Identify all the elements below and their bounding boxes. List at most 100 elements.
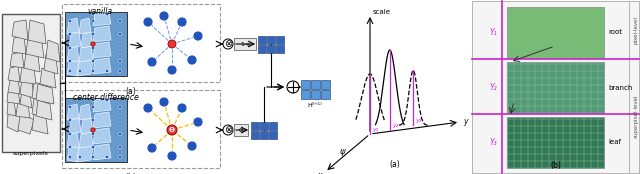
Text: 1-α: 1-α — [240, 42, 250, 46]
Polygon shape — [24, 52, 40, 72]
Polygon shape — [7, 100, 16, 116]
Circle shape — [193, 117, 203, 127]
Circle shape — [118, 145, 122, 148]
Polygon shape — [93, 144, 111, 160]
Bar — [269, 131, 277, 139]
Text: (b): (b) — [125, 173, 136, 174]
Text: branch: branch — [608, 85, 632, 90]
Circle shape — [92, 60, 95, 62]
Bar — [62, 4, 220, 82]
Polygon shape — [20, 78, 34, 98]
Bar — [321, 90, 330, 99]
Polygon shape — [12, 36, 26, 54]
Circle shape — [92, 98, 95, 101]
Text: Y₃: Y₃ — [490, 138, 497, 147]
Text: Θ: Θ — [169, 127, 175, 133]
Bar — [507, 117, 604, 168]
Circle shape — [118, 69, 122, 73]
Polygon shape — [40, 68, 56, 88]
Text: (b): (b) — [550, 161, 561, 170]
Bar — [258, 45, 266, 53]
Circle shape — [92, 118, 95, 121]
Text: y₂: y₂ — [392, 123, 398, 128]
Circle shape — [92, 145, 95, 148]
Bar — [267, 36, 275, 44]
Circle shape — [68, 33, 72, 35]
Polygon shape — [16, 100, 30, 118]
Bar — [301, 80, 310, 89]
Polygon shape — [8, 78, 20, 94]
Text: leaf: leaf — [608, 140, 621, 145]
Text: center difference: center difference — [73, 93, 139, 102]
Bar — [269, 122, 277, 130]
Circle shape — [92, 13, 95, 15]
Circle shape — [223, 39, 233, 49]
Text: Y₁: Y₁ — [490, 28, 497, 37]
Circle shape — [92, 132, 95, 136]
Circle shape — [68, 19, 72, 22]
Bar — [258, 36, 266, 44]
Text: (a): (a) — [125, 87, 136, 96]
Polygon shape — [67, 46, 79, 62]
Circle shape — [287, 81, 299, 93]
Circle shape — [92, 19, 95, 22]
Polygon shape — [79, 18, 91, 34]
Polygon shape — [36, 100, 52, 120]
Polygon shape — [7, 90, 20, 104]
Text: root: root — [608, 30, 622, 35]
Text: ψ: ψ — [339, 148, 345, 156]
Circle shape — [68, 60, 72, 62]
Bar — [311, 80, 320, 89]
Bar — [251, 122, 259, 130]
Bar — [507, 7, 604, 58]
Bar — [260, 131, 268, 139]
Circle shape — [143, 103, 153, 113]
Circle shape — [118, 46, 122, 49]
Bar — [301, 90, 310, 99]
Polygon shape — [67, 104, 79, 120]
Circle shape — [147, 57, 157, 67]
Circle shape — [168, 40, 176, 48]
Circle shape — [177, 17, 187, 27]
Polygon shape — [93, 98, 111, 112]
Circle shape — [118, 60, 122, 62]
Polygon shape — [67, 18, 79, 34]
Circle shape — [167, 151, 177, 161]
Polygon shape — [67, 132, 79, 148]
Circle shape — [91, 128, 95, 132]
Text: superpixels: superpixels — [13, 151, 49, 156]
Polygon shape — [44, 54, 58, 74]
Circle shape — [79, 69, 81, 73]
Circle shape — [106, 69, 109, 73]
Polygon shape — [20, 90, 32, 108]
Polygon shape — [93, 42, 111, 58]
Polygon shape — [32, 114, 48, 134]
Circle shape — [68, 118, 72, 121]
Polygon shape — [67, 147, 79, 162]
Circle shape — [118, 118, 122, 121]
Circle shape — [91, 42, 95, 46]
Circle shape — [159, 97, 169, 107]
Circle shape — [92, 33, 95, 35]
Circle shape — [167, 65, 177, 75]
Polygon shape — [93, 12, 111, 26]
Bar — [507, 62, 604, 113]
Bar — [234, 38, 256, 50]
Polygon shape — [36, 84, 54, 104]
Text: Y₂: Y₂ — [490, 83, 497, 92]
Circle shape — [68, 69, 72, 73]
Circle shape — [106, 98, 109, 101]
Polygon shape — [77, 60, 93, 76]
Polygon shape — [32, 98, 48, 118]
Polygon shape — [93, 112, 111, 128]
Bar — [251, 131, 259, 139]
Circle shape — [187, 141, 197, 151]
Bar — [260, 122, 268, 130]
Polygon shape — [8, 66, 20, 82]
Circle shape — [68, 156, 72, 159]
Polygon shape — [93, 128, 111, 144]
Text: superpixel-level: superpixel-level — [634, 95, 639, 138]
Circle shape — [118, 33, 122, 35]
Text: ⊗: ⊗ — [224, 39, 232, 49]
Text: y₃: y₃ — [415, 118, 422, 123]
